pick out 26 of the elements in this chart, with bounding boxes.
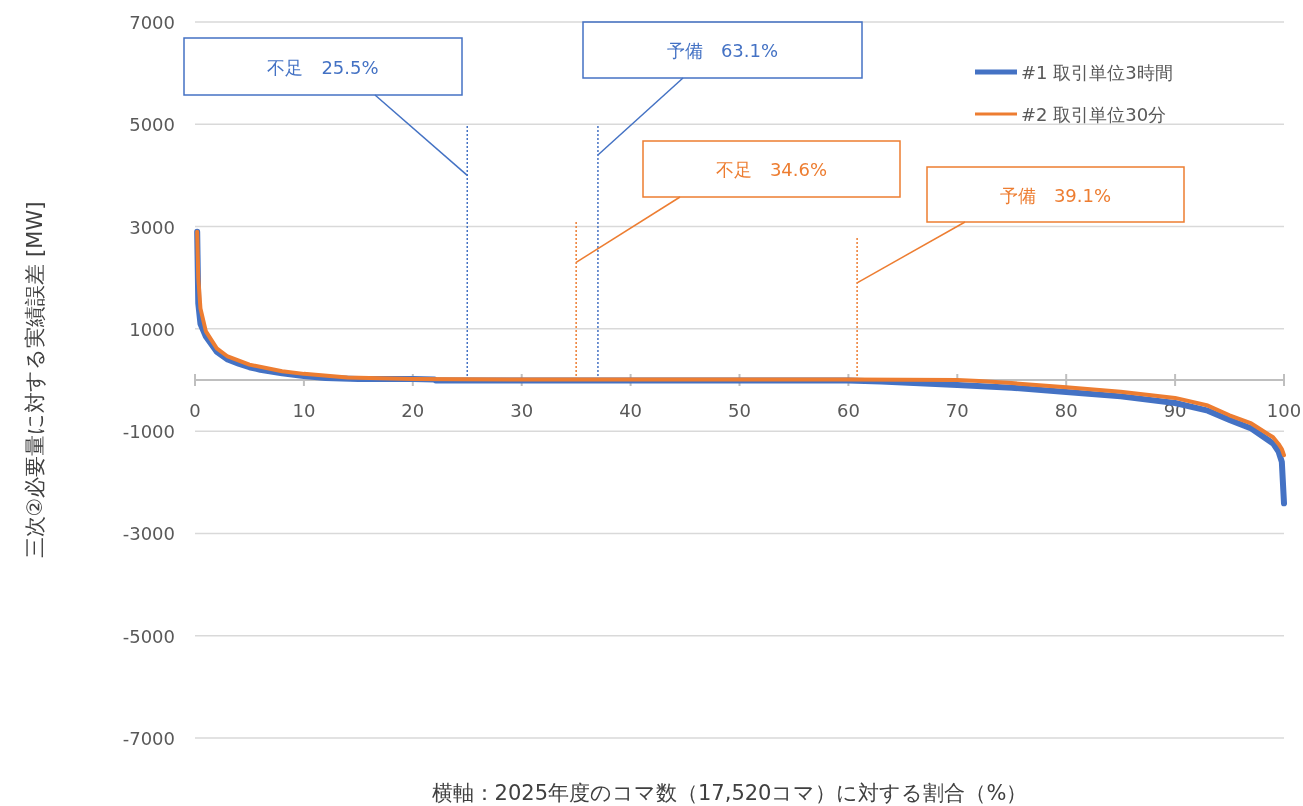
y-tick-label: -5000 [122,625,175,647]
x-tick-label: 20 [401,400,425,421]
y-tick-label: -3000 [122,523,175,545]
y-tick-label: 3000 [129,216,175,238]
ref-line-label: 予備 39.1% [999,184,1112,206]
ref-line-label: 不足 25.5% [267,56,379,78]
legend-label: #2 取引単位30分 [1021,104,1167,125]
x-tick-label: 80 [1054,400,1078,421]
x-tick-label: 40 [619,400,643,421]
y-tick-label: 1000 [129,318,175,340]
x-tick-label: 50 [728,400,751,421]
x-axis-title: 横軸：2025年度のコマ数（17,520コマ）に対する割合（%） [431,781,1028,805]
x-tick-label: 30 [510,400,534,421]
y-tick-label: -7000 [122,728,175,749]
y-tick-label: -1000 [122,421,175,443]
x-tick-label: 70 [945,400,969,421]
x-tick-label: 0 [189,400,201,421]
x-tick-label: 60 [836,400,860,421]
x-tick-label: 100 [1266,400,1302,421]
y-tick-label: 7000 [129,12,175,33]
legend-label: #1 取引単位3時間 [1021,62,1173,83]
x-tick-label: 10 [292,400,316,421]
y-axis-title: 三次②必要量に対する実績誤差 [MW] [23,201,47,559]
ref-line-label: 不足 34.6% [715,159,828,180]
ref-line-label: 予備 63.1% [666,40,779,61]
y-tick-label: 5000 [129,114,175,136]
